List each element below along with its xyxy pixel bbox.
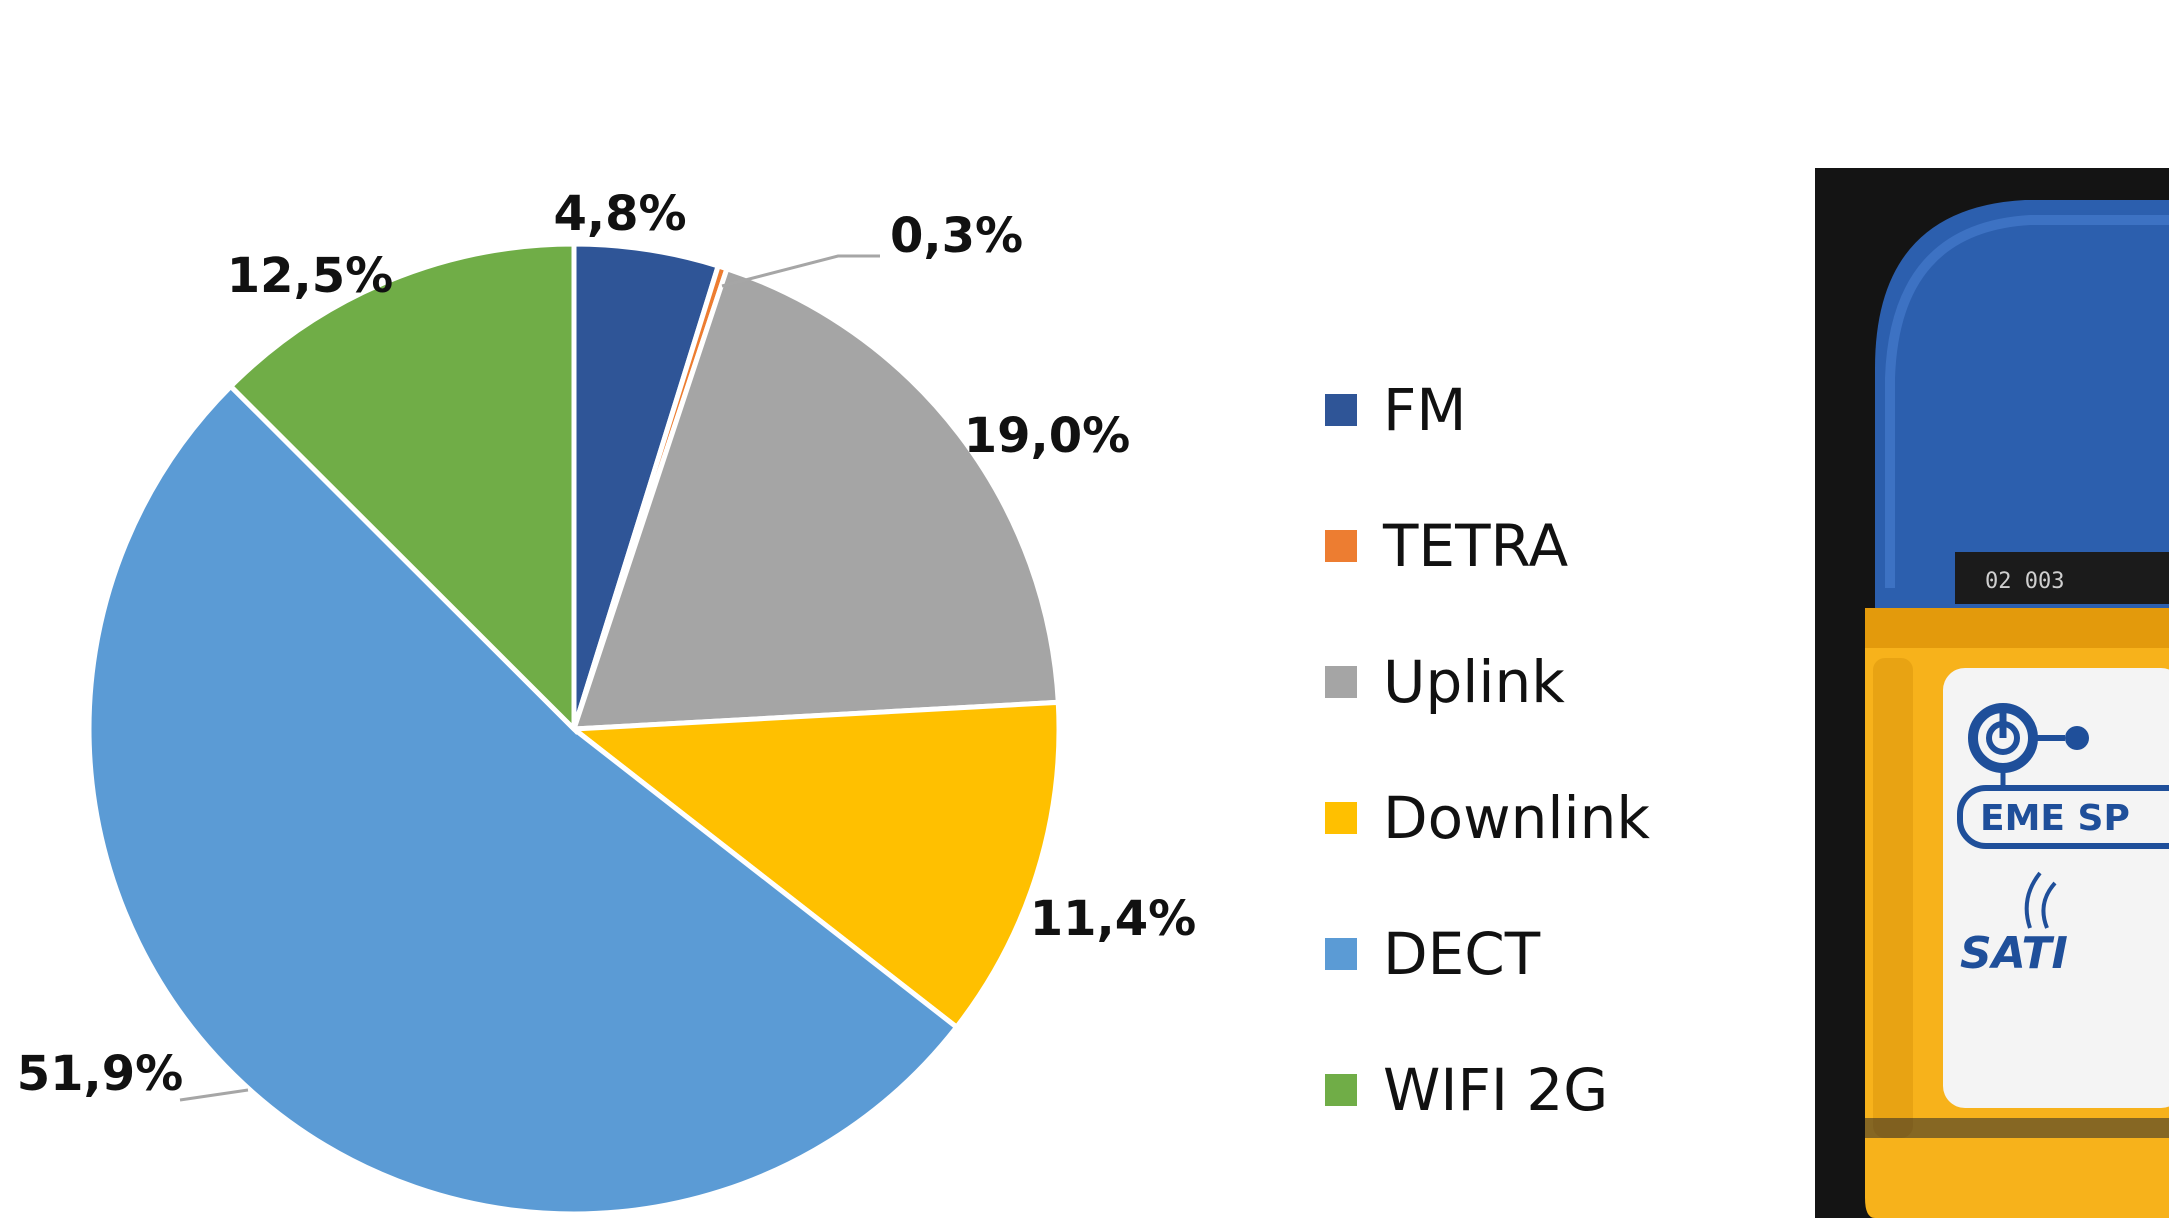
data-label-uplink: 19,0% bbox=[964, 408, 1131, 464]
data-label-fm: 4,8% bbox=[553, 186, 686, 242]
chart-legend: FM TETRA Uplink Downlink DECT WIFI 2G bbox=[1325, 342, 1745, 1158]
pie-chart: 4,8% 0,3% 19,0% 11,4% 51,9% 12,5% bbox=[16, 186, 1197, 1217]
legend-label: DECT bbox=[1383, 920, 1541, 988]
legend-swatch bbox=[1325, 530, 1357, 562]
power-icon bbox=[1968, 703, 2089, 808]
legend-swatch bbox=[1325, 1074, 1357, 1106]
legend-label: WIFI 2G bbox=[1383, 1056, 1609, 1124]
data-labels: 4,8% 0,3% 19,0% 11,4% 51,9% 12,5% bbox=[17, 186, 1197, 1102]
pie-slice-wifi bbox=[227, 241, 577, 736]
legend-item-tetra: TETRA bbox=[1325, 478, 1745, 614]
legend-swatch bbox=[1325, 802, 1357, 834]
pie-slices bbox=[86, 241, 1062, 1217]
legend-label: TETRA bbox=[1383, 512, 1569, 580]
legend-label: Downlink bbox=[1383, 784, 1650, 852]
device-label-text: EME SP bbox=[1980, 798, 2130, 839]
serial-text: 02 003 bbox=[1985, 569, 2064, 594]
legend-label: Uplink bbox=[1383, 648, 1565, 716]
legend-swatch bbox=[1325, 666, 1357, 698]
pie-slice-uplink bbox=[570, 265, 1061, 732]
data-label-tetra: 0,3% bbox=[890, 208, 1023, 264]
brand-logo-text: SATI bbox=[1960, 928, 2068, 979]
data-label-downlink: 11,4% bbox=[1030, 891, 1197, 947]
leader-lines bbox=[179, 254, 880, 1102]
legend-item-dect: DECT bbox=[1325, 886, 1745, 1022]
legend-swatch bbox=[1325, 394, 1357, 426]
device-photo: 02 003 EME SP SATI bbox=[1815, 168, 2169, 1218]
legend-item-wifi: WIFI 2G bbox=[1325, 1022, 1745, 1158]
pie-slice-dect bbox=[86, 382, 961, 1217]
leader-line-dect bbox=[179, 1088, 249, 1102]
legend-item-uplink: Uplink bbox=[1325, 614, 1745, 750]
device-illustration: 02 003 EME SP SATI bbox=[1815, 168, 2169, 1218]
leader-line-tetra bbox=[721, 254, 880, 288]
pie-slice-downlink bbox=[567, 699, 1062, 1031]
data-label-wifi: 12,5% bbox=[227, 248, 394, 304]
legend-item-fm: FM bbox=[1325, 342, 1745, 478]
legend-label: FM bbox=[1383, 376, 1467, 444]
data-label-dect: 51,9% bbox=[17, 1046, 184, 1102]
legend-swatch bbox=[1325, 938, 1357, 970]
legend-item-downlink: Downlink bbox=[1325, 750, 1745, 886]
